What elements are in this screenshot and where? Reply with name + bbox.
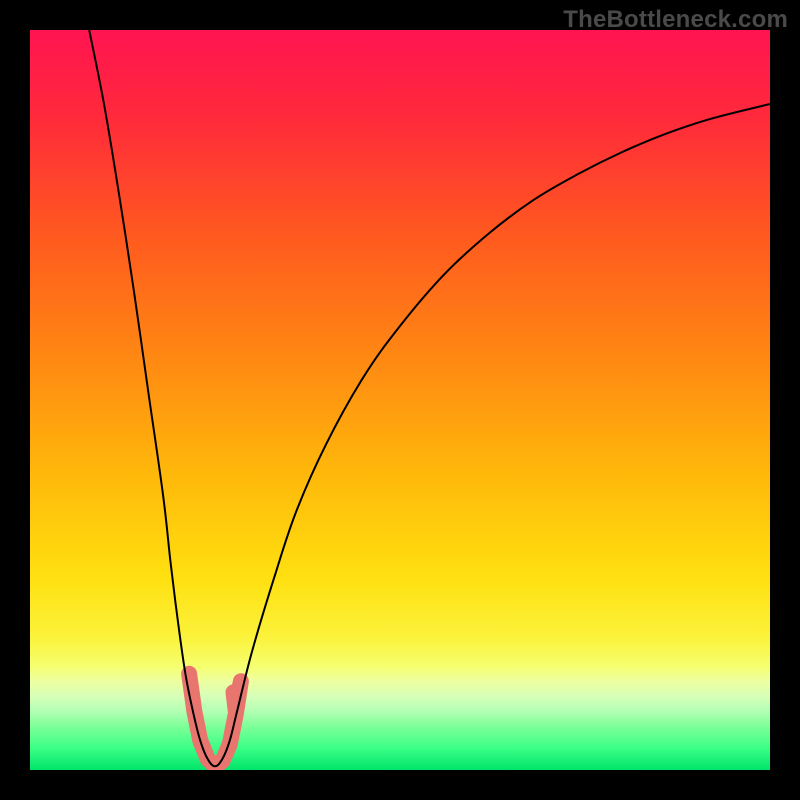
- chart-svg: [30, 30, 770, 770]
- chart-background: [30, 30, 770, 770]
- bottleneck-chart: [30, 30, 770, 770]
- chart-frame: TheBottleneck.com: [0, 0, 800, 800]
